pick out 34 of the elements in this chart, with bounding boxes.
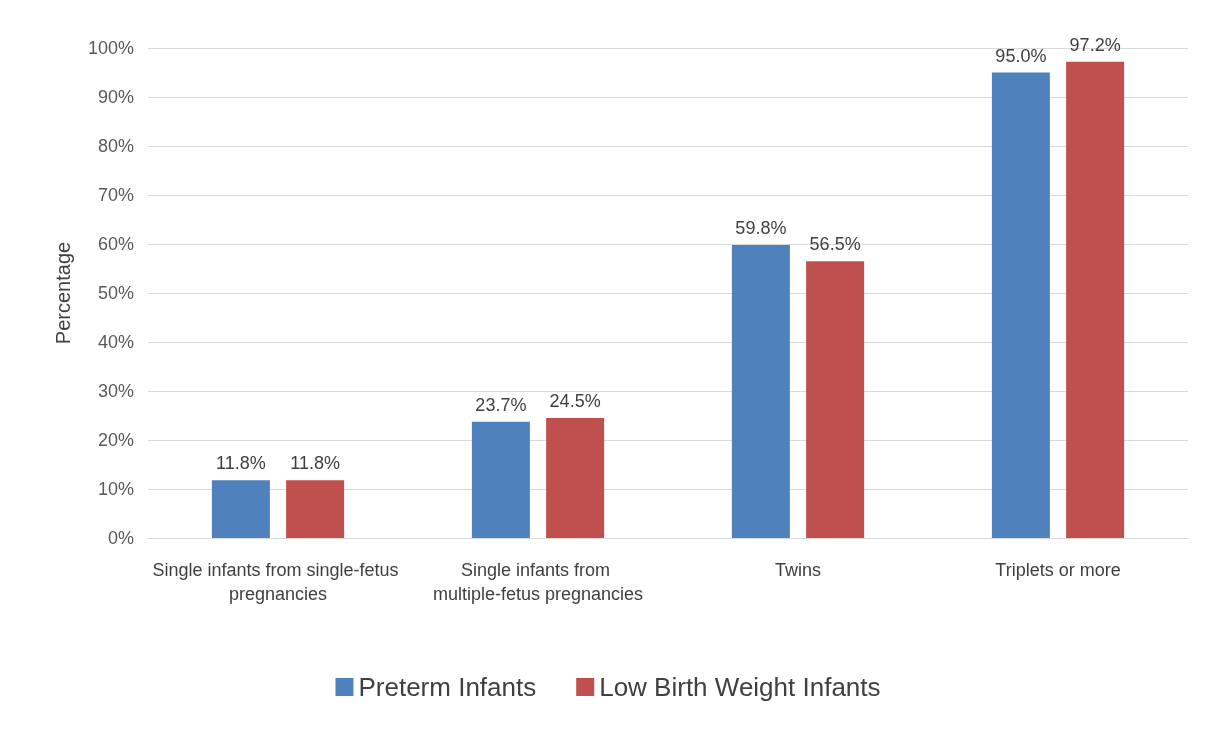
y-tick-label: 100% bbox=[87, 38, 134, 58]
y-tick-label: 70% bbox=[97, 185, 134, 205]
bar bbox=[806, 261, 865, 538]
y-tick-label: 20% bbox=[97, 430, 134, 450]
y-tick-label: 80% bbox=[97, 136, 134, 156]
bar bbox=[286, 480, 345, 538]
bar bbox=[211, 480, 270, 538]
data-label: 23.7% bbox=[475, 394, 527, 415]
y-tick-label: 60% bbox=[97, 234, 134, 254]
bar bbox=[731, 244, 790, 538]
y-tick-label: 0% bbox=[107, 528, 134, 548]
bar bbox=[991, 72, 1050, 538]
x-tick-label: Single infants from multiple-fetus pregnancies bbox=[432, 560, 644, 604]
y-tick-label: 90% bbox=[97, 87, 134, 107]
y-tick-label: 40% bbox=[97, 332, 134, 352]
legend-label: Preterm Infants bbox=[358, 672, 537, 702]
y-tick-label: 10% bbox=[97, 479, 134, 499]
y-tick-label: 30% bbox=[97, 381, 134, 401]
data-label: 97.2% bbox=[1069, 34, 1121, 55]
data-label: 95.0% bbox=[995, 45, 1047, 66]
x-tick-label: Triplets or more bbox=[995, 560, 1121, 580]
y-axis-title: Percentage bbox=[52, 241, 74, 345]
x-tick-label: Twins bbox=[774, 560, 822, 580]
bar bbox=[1066, 61, 1125, 538]
x-tick-label: Single infants from single-fetus pregnancies bbox=[152, 560, 404, 604]
y-tick-label: 50% bbox=[97, 283, 134, 303]
data-label: 24.5% bbox=[549, 390, 601, 411]
data-label: 59.8% bbox=[735, 217, 787, 238]
bar bbox=[546, 417, 605, 538]
data-label: 56.5% bbox=[809, 234, 861, 255]
data-label: 11.8% bbox=[290, 453, 340, 474]
bar bbox=[471, 421, 530, 538]
legend-label: Low Birth Weight Infants bbox=[599, 672, 881, 702]
data-label: 11.8% bbox=[216, 453, 266, 474]
